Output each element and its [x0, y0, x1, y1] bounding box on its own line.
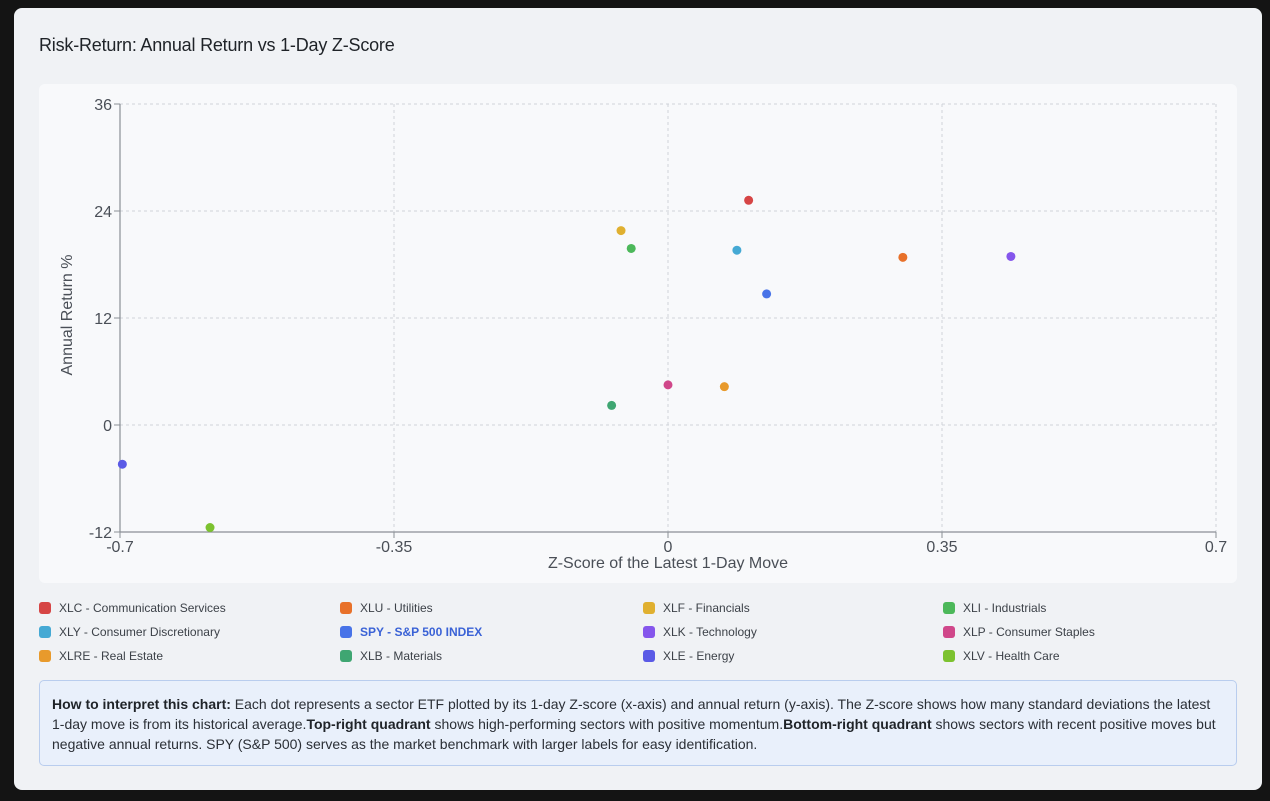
- legend-swatch: [643, 626, 655, 638]
- note-bold-top-right: Top-right quadrant: [306, 716, 431, 732]
- legend-item-spy: SPY - S&P 500 INDEX: [340, 624, 482, 640]
- point-xlf: [616, 226, 626, 236]
- interpretation-note: How to interpret this chart: Each dot re…: [39, 680, 1237, 766]
- x-tick-label: -0.7: [106, 539, 134, 556]
- x-tick-label: 0.35: [926, 539, 957, 556]
- y-tick-label: 24: [94, 204, 112, 221]
- y-tick-label: -12: [89, 525, 112, 542]
- chart-card: Risk-Return: Annual Return vs 1-Day Z-Sc…: [14, 8, 1262, 790]
- point-xle: [117, 459, 127, 469]
- legend-item-xlv: XLV - Health Care: [943, 648, 1060, 664]
- note-text-2: shows high-performing sectors with posit…: [430, 716, 784, 732]
- legend-swatch: [39, 650, 51, 662]
- y-tick-label: 12: [94, 311, 112, 328]
- legend-swatch: [943, 626, 955, 638]
- legend-swatch: [643, 602, 655, 614]
- y-tick-label: 36: [94, 97, 112, 114]
- y-tick-label: 0: [103, 418, 112, 435]
- legend-swatch: [39, 602, 51, 614]
- scatter-chart: -12 0 12 24 36 -0.7 -0.35 0 0.35 0.7 Z-Score of th…: [59, 97, 1227, 572]
- point-xlb: [607, 400, 617, 410]
- legend-item-xly: XLY - Consumer Discretionary: [39, 624, 220, 640]
- legend-label: XLK - Technology: [663, 625, 757, 639]
- legend-label: XLRE - Real Estate: [59, 649, 164, 663]
- note-heading: How to interpret this chart:: [52, 696, 231, 712]
- point-xlu: [898, 252, 908, 262]
- point-xlc: [744, 195, 754, 205]
- legend-label: XLI - Industrials: [963, 601, 1047, 615]
- legend-swatch: [643, 650, 655, 662]
- point-xlv: [205, 523, 215, 533]
- x-axis-label: Z-Score of the Latest 1-Day Move: [548, 555, 788, 572]
- note-bold-bottom-right: Bottom-right quadrant: [783, 716, 932, 732]
- legend-item-xlc: XLC - Communication Services: [39, 600, 226, 616]
- legend-label: XLV - Health Care: [963, 649, 1060, 663]
- legend-label: XLP - Consumer Staples: [963, 625, 1095, 639]
- x-tick-label: -0.35: [376, 539, 413, 556]
- legend-item-xlp: XLP - Consumer Staples: [943, 624, 1095, 640]
- x-tick-label: 0: [664, 539, 673, 556]
- legend-item-xlb: XLB - Materials: [340, 648, 442, 664]
- legend-item-xlf: XLF - Financials: [643, 600, 750, 616]
- point-xlk: [1006, 251, 1016, 261]
- y-axis-label: Annual Return %: [59, 255, 76, 376]
- legend-swatch: [340, 650, 352, 662]
- legend-item-xli: XLI - Industrials: [943, 600, 1046, 616]
- point-xli: [626, 243, 636, 253]
- point-spy: [762, 289, 772, 299]
- legend-swatch: [943, 650, 955, 662]
- x-tick-label: 0.7: [1205, 539, 1227, 556]
- legend-label: SPY - S&P 500 INDEX: [360, 625, 483, 639]
- legend-swatch: [943, 602, 955, 614]
- legend-label: XLF - Financials: [663, 601, 750, 615]
- legend-item-xlk: XLK - Technology: [643, 624, 757, 640]
- chart-title: Risk-Return: Annual Return vs 1-Day Z-Sc…: [39, 35, 395, 55]
- legend-item-xlu: XLU - Utilities: [340, 600, 433, 616]
- point-xly: [732, 245, 742, 255]
- legend-label: XLU - Utilities: [360, 601, 433, 615]
- point-xlp: [663, 380, 673, 390]
- plot-panel: -12 0 12 24 36 -0.7 -0.35 0 0.35 0.7 Z-Score of th…: [39, 84, 1237, 583]
- legend-swatch: [340, 626, 352, 638]
- legend-label: XLE - Energy: [663, 649, 735, 663]
- legend-swatch: [39, 626, 51, 638]
- note-text-3: shows sectors with recent positive moves…: [52, 716, 1216, 752]
- legend-label: XLC - Communication Services: [59, 601, 226, 615]
- note-text-1: Each dot represents a sector ETF plotted…: [52, 696, 1211, 732]
- point-xlre: [719, 382, 729, 392]
- legend-item-xlre: XLRE - Real Estate: [39, 648, 163, 664]
- legend-label: XLB - Materials: [360, 649, 443, 663]
- legend-swatch: [340, 602, 352, 614]
- legend-item-xle: XLE - Energy: [643, 648, 734, 664]
- legend-label: XLY - Consumer Discretionary: [59, 625, 220, 639]
